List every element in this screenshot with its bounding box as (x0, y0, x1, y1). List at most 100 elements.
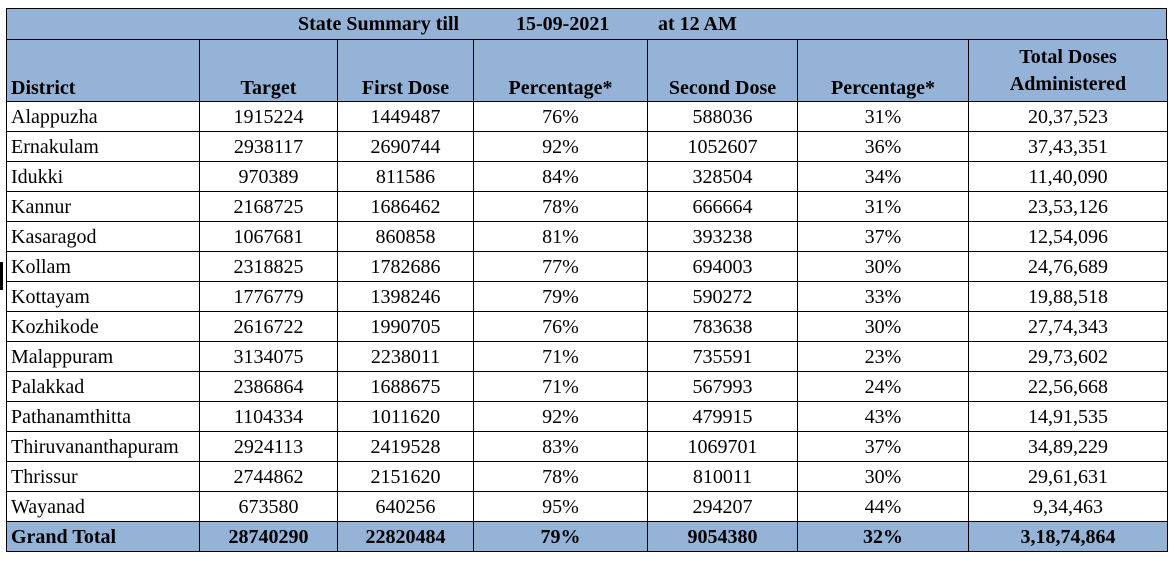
cell-second-dose: 479915 (647, 401, 798, 432)
cell-percentage-second: 24% (797, 371, 969, 402)
title-label: State Summary till (298, 13, 460, 35)
cell-district: Thiruvananthapuram (6, 431, 200, 462)
cell-percentage-second: 30% (797, 311, 969, 342)
cell-target: 2318825 (199, 251, 338, 282)
cell-total-doses: 9,34,463 (968, 491, 1168, 522)
title-time: at 12 AM (658, 13, 737, 35)
cell-total-doses: 34,89,229 (968, 431, 1168, 462)
cell-percentage-first: 84% (473, 161, 648, 192)
cell-target: 1915224 (199, 101, 338, 132)
header-second-dose: Second Dose (647, 39, 798, 102)
cell-first-dose: 1449487 (337, 101, 474, 132)
table-row: Palakkad 2386864 1688675 71% 567993 24% 22,56,… (6, 371, 1168, 402)
cell-percentage-first: 77% (473, 251, 648, 282)
cell-percentage-second: 30% (797, 461, 969, 492)
cell-second-dose: 590272 (647, 281, 798, 312)
cell-percentage-second: 34% (797, 161, 969, 192)
cell-district: Kottayam (6, 281, 200, 312)
cell-second-dose: 735591 (647, 341, 798, 372)
cell-percentage-second: 30% (797, 251, 969, 282)
cell-district: Kannur (6, 191, 200, 222)
cell-percentage-second: 36% (797, 131, 969, 162)
cell-district: Palakkad (6, 371, 200, 402)
cell-total-doses: 27,74,343 (968, 311, 1168, 342)
header-total-line1: Total Doses (1019, 46, 1117, 68)
cell-percentage-first: 76% (473, 311, 648, 342)
table-row: Kollam 2318825 1782686 77% 694003 30% 24,76,68… (6, 251, 1168, 282)
cell-district: Kasaragod (6, 221, 200, 252)
table-row: Kozhikode 2616722 1990705 76% 783638 30% 27,74… (6, 311, 1168, 342)
cell-second-dose: 588036 (647, 101, 798, 132)
cell-target: 2938117 (199, 131, 338, 162)
table-body: Alappuzha 1915224 1449487 76% 588036 31% 20,37… (6, 101, 1168, 522)
cell-second-dose: 783638 (647, 311, 798, 342)
cell-target: 2168725 (199, 191, 338, 222)
grand-total-doses: 3,18,74,864 (968, 521, 1168, 552)
cell-target: 2616722 (199, 311, 338, 342)
cell-district: Malappuram (6, 341, 200, 372)
header-row: District Target First Dose Percentage* S… (6, 39, 1168, 102)
cell-target: 673580 (199, 491, 338, 522)
table-row: Thiruvananthapuram 2924113 2419528 83% 10697… (6, 431, 1168, 462)
table-row: Kottayam 1776779 1398246 79% 590272 33% 19,88,… (6, 281, 1168, 312)
cell-percentage-second: 31% (797, 101, 969, 132)
cell-percentage-second: 23% (797, 341, 969, 372)
cell-first-dose: 2238011 (337, 341, 474, 372)
grand-total-label: Grand Total (6, 521, 200, 552)
cell-first-dose: 1688675 (337, 371, 474, 402)
table-row: Kannur 2168725 1686462 78% 666664 31% 23,53,12… (6, 191, 1168, 222)
cell-total-doses: 14,91,535 (968, 401, 1168, 432)
cell-district: Alappuzha (6, 101, 200, 132)
grand-total-first-dose: 22820484 (337, 521, 474, 552)
cell-percentage-second: 31% (797, 191, 969, 222)
cell-percentage-first: 81% (473, 221, 648, 252)
cell-second-dose: 694003 (647, 251, 798, 282)
cell-total-doses: 19,88,518 (968, 281, 1168, 312)
cell-target: 1776779 (199, 281, 338, 312)
cell-district: Wayanad (6, 491, 200, 522)
cell-district: Ernakulam (6, 131, 200, 162)
table-row: Ernakulam 2938117 2690744 92% 1052607 36% 37,4… (6, 131, 1168, 162)
table-row: Thrissur 2744862 2151620 78% 810011 30% 29,61,… (6, 461, 1168, 492)
cell-percentage-second: 33% (797, 281, 969, 312)
cell-percentage-second: 37% (797, 431, 969, 462)
cell-percentage-second: 44% (797, 491, 969, 522)
cell-total-doses: 29,73,602 (968, 341, 1168, 372)
cell-district: Idukki (6, 161, 200, 192)
title-date: 15-09-2021 (516, 13, 610, 35)
cell-first-dose: 2690744 (337, 131, 474, 162)
cell-percentage-second: 37% (797, 221, 969, 252)
cell-percentage-first: 71% (473, 371, 648, 402)
header-first-dose: First Dose (337, 39, 474, 102)
header-percentage-second: Percentage* (797, 39, 969, 102)
table-row: Wayanad 673580 640256 95% 294207 44% 9,34,463 (6, 491, 1168, 522)
state-summary-sheet: State Summary till 15-09-2021 at 12 AM D… (6, 8, 1168, 552)
cell-district: Pathanamthitta (6, 401, 200, 432)
cell-target: 1104334 (199, 401, 338, 432)
cell-total-doses: 11,40,090 (968, 161, 1168, 192)
cell-target: 1067681 (199, 221, 338, 252)
cell-target: 3134075 (199, 341, 338, 372)
cell-percentage-second: 43% (797, 401, 969, 432)
cell-total-doses: 24,76,689 (968, 251, 1168, 282)
table-row: Alappuzha 1915224 1449487 76% 588036 31% 20,37… (6, 101, 1168, 132)
header-district: District (6, 39, 200, 102)
cell-percentage-first: 76% (473, 101, 648, 132)
cell-first-dose: 640256 (337, 491, 474, 522)
cell-percentage-first: 92% (473, 131, 648, 162)
cell-target: 2386864 (199, 371, 338, 402)
table-row: Malappuram 3134075 2238011 71% 735591 23% 29,7… (6, 341, 1168, 372)
header-total-line2: Administered (1009, 73, 1127, 95)
header-target: Target (199, 39, 338, 102)
table-row: Pathanamthitta 1104334 1011620 92% 479915 43%… (6, 401, 1168, 432)
cell-first-dose: 1011620 (337, 401, 474, 432)
cell-first-dose: 1686462 (337, 191, 474, 222)
header-total-doses: Total Doses Administered (968, 39, 1168, 102)
cell-second-dose: 810011 (647, 461, 798, 492)
cell-target: 2744862 (199, 461, 338, 492)
grand-total-second-dose: 9054380 (647, 521, 798, 552)
header-percentage-first: Percentage* (473, 39, 648, 102)
cell-second-dose: 567993 (647, 371, 798, 402)
cell-first-dose: 860858 (337, 221, 474, 252)
cell-first-dose: 1782686 (337, 251, 474, 282)
